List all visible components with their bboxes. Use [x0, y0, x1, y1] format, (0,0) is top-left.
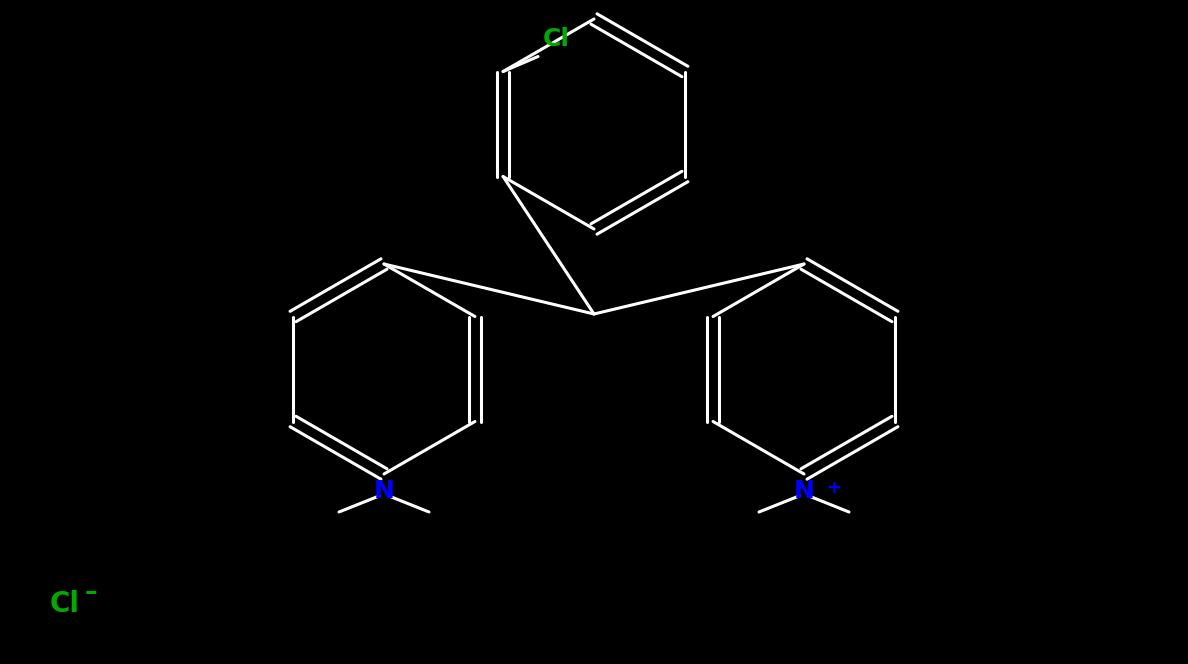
Text: N: N	[794, 479, 815, 503]
Text: +: +	[826, 479, 841, 497]
Text: –: –	[86, 580, 97, 604]
Text: N: N	[373, 479, 394, 503]
Text: Cl: Cl	[543, 27, 570, 52]
Text: Cl: Cl	[50, 590, 80, 618]
